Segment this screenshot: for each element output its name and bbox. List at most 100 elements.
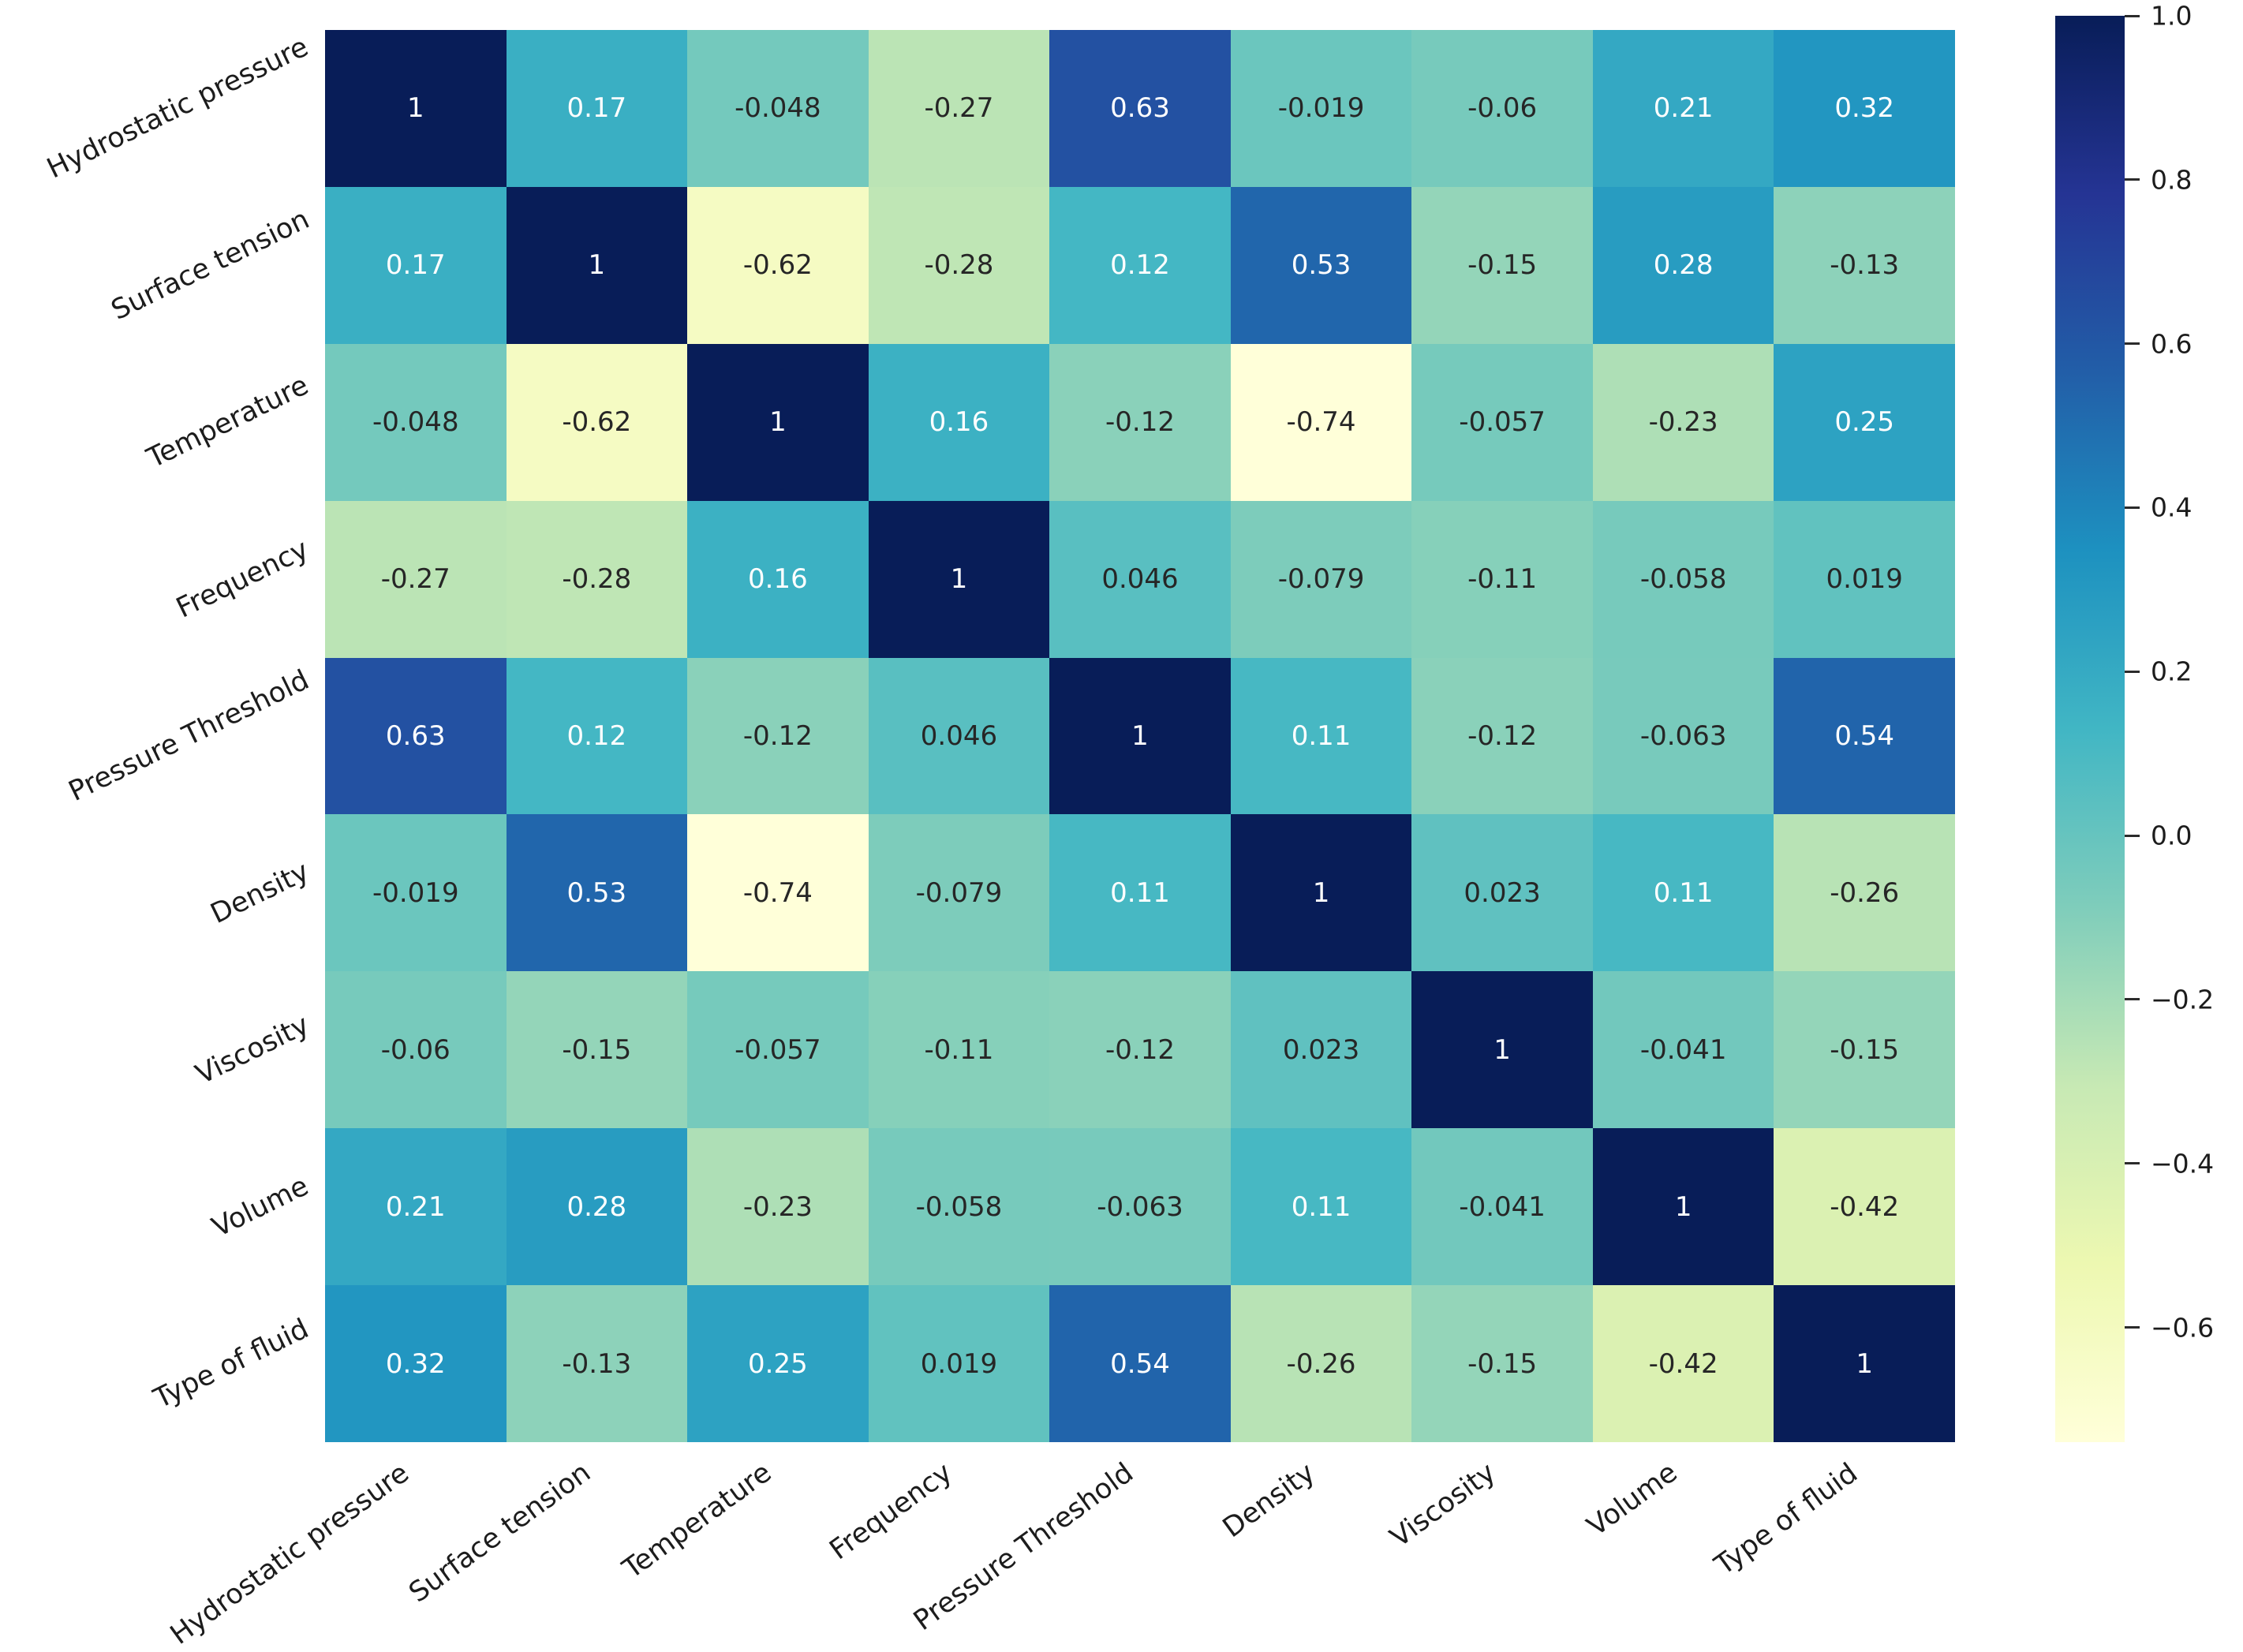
heatmap-cell: 1	[1774, 1285, 1955, 1442]
colorbar-tick-label: 1.0	[2151, 0, 2193, 32]
y-tick-label: Temperature	[142, 369, 314, 475]
heatmap-cell: 1	[1592, 1128, 1774, 1286]
heatmap-cell: -0.42	[1774, 1128, 1955, 1286]
heatmap-cell: 0.019	[868, 1285, 1050, 1442]
heatmap-cell: 0.11	[1049, 814, 1231, 972]
heatmap-cell: -0.12	[687, 657, 869, 815]
heatmap-cell: -0.13	[1774, 186, 1955, 344]
heatmap-cell: 0.16	[868, 343, 1050, 501]
heatmap-cell: -0.42	[1592, 1285, 1774, 1442]
heatmap-cell: -0.063	[1049, 1128, 1231, 1286]
y-tick-label: Volume	[207, 1170, 314, 1244]
heatmap-cell: 0.63	[325, 657, 507, 815]
heatmap-cell: 0.25	[687, 1285, 869, 1442]
heatmap-cell: 0.046	[1049, 500, 1231, 658]
heatmap-cell: 0.023	[1230, 971, 1412, 1129]
heatmap-cell: -0.06	[325, 971, 507, 1129]
heatmap-cell: 0.32	[325, 1285, 507, 1442]
heatmap-cell: -0.057	[1411, 343, 1593, 501]
colorbar-tick-label: 0.8	[2151, 164, 2193, 196]
colorbar-tick-mark	[2125, 342, 2140, 346]
heatmap-cell: -0.15	[506, 971, 688, 1129]
heatmap-cell: -0.74	[1230, 343, 1412, 501]
colorbar-tick-mark	[2125, 998, 2140, 1001]
heatmap-cell: 0.28	[1592, 186, 1774, 344]
heatmap-cell: 0.54	[1774, 657, 1955, 815]
heatmap-cell: -0.058	[1592, 500, 1774, 658]
heatmap-cell: -0.048	[687, 30, 869, 187]
colorbar-tick-mark	[2125, 670, 2140, 673]
colorbar-tick-mark	[2125, 14, 2140, 17]
heatmap-cell: -0.041	[1411, 1128, 1593, 1286]
heatmap-cell: -0.019	[1230, 30, 1412, 187]
heatmap-cell: -0.26	[1774, 814, 1955, 972]
heatmap-cell: 0.019	[1774, 500, 1955, 658]
y-tick-label: Density	[205, 855, 314, 931]
heatmap-cell: -0.058	[868, 1128, 1050, 1286]
heatmap-cell: 0.25	[1774, 343, 1955, 501]
heatmap-cell: -0.15	[1774, 971, 1955, 1129]
heatmap-cell: 0.53	[1230, 186, 1412, 344]
x-tick-label: Surface tension	[403, 1456, 597, 1609]
heatmap-cell: -0.15	[1411, 186, 1593, 344]
y-tick-label: Hydrostatic pressure	[42, 31, 314, 185]
colorbar-tick-label: 0.4	[2151, 491, 2193, 523]
heatmap-cell: -0.048	[325, 343, 507, 501]
y-tick-label: Surface tension	[106, 204, 314, 327]
colorbar-tick-label: −0.6	[2151, 1312, 2215, 1344]
heatmap-cell: 0.023	[1411, 814, 1593, 972]
heatmap-cell: 0.11	[1592, 814, 1774, 972]
heatmap-cell: 0.046	[868, 657, 1050, 815]
heatmap-cell: -0.28	[506, 500, 688, 658]
heatmap-cell: 0.11	[1230, 657, 1412, 815]
heatmap-cell: 0.12	[1049, 186, 1231, 344]
heatmap-cell: -0.23	[687, 1128, 869, 1286]
colorbar-tick-mark	[2125, 506, 2140, 509]
heatmap-cell: 0.53	[506, 814, 688, 972]
heatmap-cell: 0.21	[325, 1128, 507, 1286]
colorbar-tick-label: −0.4	[2151, 1148, 2215, 1179]
colorbar-tick-label: 0.2	[2151, 656, 2193, 687]
heatmap-grid: 1 0.17 -0.048 -0.27 0.63 -0.019 -0.06 0.21 0.32 0…	[325, 30, 1955, 1442]
heatmap-cell: -0.11	[1411, 500, 1593, 658]
heatmap-cell: 0.54	[1049, 1285, 1231, 1442]
x-tick-label: Frequency	[824, 1456, 959, 1567]
colorbar-tick-mark	[2125, 1162, 2140, 1165]
colorbar-tick-label: 0.6	[2151, 328, 2193, 360]
heatmap-cell: -0.12	[1411, 657, 1593, 815]
heatmap-cell: -0.62	[506, 343, 688, 501]
heatmap-cell: -0.74	[687, 814, 869, 972]
x-tick-label: Density	[1217, 1456, 1322, 1545]
heatmap-cell: 0.16	[687, 500, 869, 658]
heatmap-cell: -0.13	[506, 1285, 688, 1442]
heatmap-cell: 0.28	[506, 1128, 688, 1286]
heatmap-cell: -0.079	[1230, 500, 1412, 658]
heatmap-cell: 1	[687, 343, 869, 501]
colorbar-gradient	[2055, 16, 2125, 1442]
y-tick-label: Type of fluid	[148, 1312, 314, 1415]
x-tick-label: Viscosity	[1385, 1456, 1502, 1554]
x-tick-label: Type of fluid	[1709, 1456, 1864, 1582]
heatmap-cell: 0.21	[1592, 30, 1774, 187]
colorbar-tick-mark	[2125, 834, 2140, 837]
heatmap-cell: 1	[1230, 814, 1412, 972]
heatmap-cell: -0.079	[868, 814, 1050, 972]
heatmap-cell: -0.057	[687, 971, 869, 1129]
colorbar-tick-mark	[2125, 1326, 2140, 1329]
colorbar-tick-label: −0.2	[2151, 984, 2215, 1015]
heatmap-cell: 1	[1049, 657, 1231, 815]
heatmap-cell: 0.63	[1049, 30, 1231, 187]
x-tick-label: Temperature	[617, 1456, 778, 1586]
y-tick-label: Viscosity	[190, 1008, 314, 1091]
heatmap-cell: 0.32	[1774, 30, 1955, 187]
heatmap-cell: 1	[868, 500, 1050, 658]
heatmap-cell: -0.23	[1592, 343, 1774, 501]
heatmap-cell: 0.17	[506, 30, 688, 187]
colorbar-tick-label: 0.0	[2151, 820, 2193, 851]
heatmap-cell: -0.26	[1230, 1285, 1412, 1442]
heatmap-cell: -0.06	[1411, 30, 1593, 187]
heatmap-cell: 0.12	[506, 657, 688, 815]
x-tick-label: Volume	[1581, 1456, 1684, 1543]
heatmap-cell: -0.15	[1411, 1285, 1593, 1442]
